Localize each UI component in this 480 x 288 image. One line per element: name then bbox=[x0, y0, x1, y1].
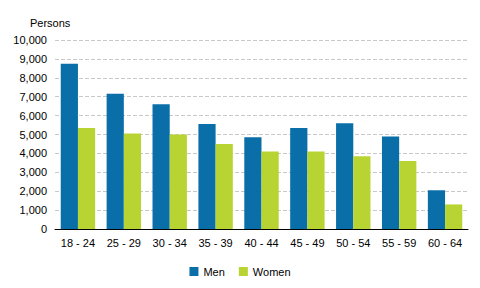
svg-text:Men: Men bbox=[203, 266, 224, 278]
svg-text:30 - 34: 30 - 34 bbox=[153, 237, 187, 249]
svg-text:6,000: 6,000 bbox=[19, 110, 47, 122]
svg-text:25 - 29: 25 - 29 bbox=[107, 237, 141, 249]
svg-text:18 - 24: 18 - 24 bbox=[61, 237, 95, 249]
svg-text:Persons: Persons bbox=[30, 17, 71, 29]
svg-text:40 - 44: 40 - 44 bbox=[244, 237, 278, 249]
svg-text:4,000: 4,000 bbox=[19, 147, 47, 159]
svg-text:5,000: 5,000 bbox=[19, 129, 47, 141]
svg-text:60 - 64: 60 - 64 bbox=[428, 237, 462, 249]
svg-text:55 - 59: 55 - 59 bbox=[382, 237, 416, 249]
svg-text:45 - 49: 45 - 49 bbox=[290, 237, 324, 249]
svg-text:9,000: 9,000 bbox=[19, 53, 47, 65]
svg-text:1,000: 1,000 bbox=[19, 204, 47, 216]
svg-text:10,000: 10,000 bbox=[13, 34, 47, 46]
svg-text:50 - 54: 50 - 54 bbox=[336, 237, 370, 249]
svg-text:Women: Women bbox=[253, 266, 291, 278]
svg-text:2,000: 2,000 bbox=[19, 185, 47, 197]
svg-text:35 - 39: 35 - 39 bbox=[198, 237, 232, 249]
svg-text:8,000: 8,000 bbox=[19, 72, 47, 84]
svg-text:3,000: 3,000 bbox=[19, 166, 47, 178]
svg-text:7,000: 7,000 bbox=[19, 91, 47, 103]
svg-text:0: 0 bbox=[41, 223, 47, 235]
